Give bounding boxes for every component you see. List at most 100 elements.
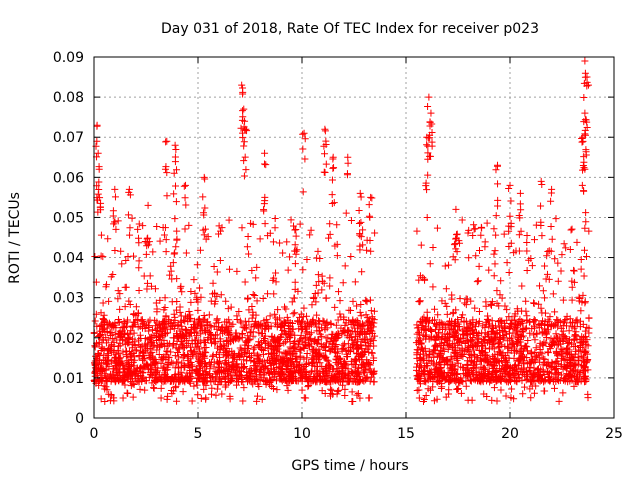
data-point xyxy=(99,316,107,324)
data-point xyxy=(156,322,164,330)
data-point xyxy=(328,340,336,348)
data-point xyxy=(510,371,518,379)
data-point xyxy=(245,306,253,314)
data-point xyxy=(239,107,247,115)
data-point xyxy=(271,215,279,223)
data-point xyxy=(366,377,374,385)
data-point xyxy=(540,329,548,337)
data-point xyxy=(195,357,203,365)
data-point xyxy=(570,267,578,275)
data-point xyxy=(468,358,476,366)
data-point xyxy=(570,372,578,380)
data-point xyxy=(497,349,505,357)
data-point xyxy=(239,364,247,372)
data-point xyxy=(125,336,133,344)
data-point xyxy=(573,319,581,327)
data-point xyxy=(282,331,290,339)
data-point xyxy=(141,340,149,348)
data-point xyxy=(111,247,119,255)
data-point xyxy=(255,382,263,390)
data-point xyxy=(260,358,268,366)
data-point xyxy=(530,236,538,244)
data-point xyxy=(417,377,425,385)
data-point xyxy=(464,396,472,404)
data-point xyxy=(207,323,215,331)
data-point xyxy=(155,321,163,329)
data-point xyxy=(551,308,559,316)
data-point xyxy=(283,365,291,373)
data-point xyxy=(283,238,291,246)
data-point xyxy=(194,391,202,399)
data-point xyxy=(195,345,203,353)
data-point xyxy=(146,354,154,362)
data-point xyxy=(329,155,337,163)
data-point xyxy=(562,316,570,324)
data-point xyxy=(319,317,327,325)
data-point xyxy=(243,344,251,352)
data-point xyxy=(307,340,315,348)
data-point xyxy=(427,327,435,335)
data-point xyxy=(162,329,170,337)
data-point xyxy=(309,348,317,356)
data-point xyxy=(284,386,292,394)
data-point xyxy=(322,347,330,355)
data-point xyxy=(516,349,524,357)
data-point xyxy=(447,353,455,361)
data-point xyxy=(278,356,286,364)
data-point xyxy=(101,316,109,324)
data-point xyxy=(450,348,458,356)
data-point xyxy=(452,205,460,213)
data-point xyxy=(511,377,519,385)
data-point xyxy=(417,241,425,249)
data-point xyxy=(249,345,257,353)
data-point xyxy=(514,367,522,375)
data-point xyxy=(552,330,560,338)
data-point xyxy=(494,202,502,210)
data-point xyxy=(143,279,151,287)
data-point xyxy=(334,329,342,337)
data-point xyxy=(464,338,472,346)
data-point xyxy=(279,327,287,335)
y-axis-label: ROTI / TECUs xyxy=(7,192,23,284)
data-point xyxy=(545,373,553,381)
data-point xyxy=(470,375,478,383)
data-point xyxy=(469,231,477,239)
data-point xyxy=(169,359,177,367)
data-point xyxy=(452,245,460,253)
data-point xyxy=(541,294,549,302)
data-point xyxy=(480,371,488,379)
y-tick-label: 0.04 xyxy=(53,251,84,267)
data-point xyxy=(316,255,324,262)
data-point xyxy=(301,155,309,163)
data-point xyxy=(367,321,375,329)
data-point xyxy=(505,269,513,277)
data-point xyxy=(307,329,315,337)
data-point xyxy=(132,303,140,311)
data-point xyxy=(163,366,171,374)
data-point xyxy=(286,343,294,351)
data-point xyxy=(240,172,248,180)
data-point xyxy=(323,356,331,364)
data-point xyxy=(462,301,470,309)
data-point xyxy=(365,201,373,209)
data-point xyxy=(135,341,143,349)
data-point xyxy=(282,338,290,346)
data-point xyxy=(152,376,160,384)
data-point xyxy=(441,262,449,270)
data-point xyxy=(520,359,528,367)
data-point xyxy=(103,281,111,289)
data-point xyxy=(370,307,378,315)
data-point xyxy=(242,166,250,174)
data-point xyxy=(272,269,280,277)
data-point xyxy=(168,374,176,382)
data-point xyxy=(122,283,130,291)
data-point xyxy=(166,271,174,279)
data-point xyxy=(494,180,502,188)
data-point xyxy=(511,319,519,327)
data-point xyxy=(200,353,208,361)
data-point xyxy=(97,321,105,329)
data-point xyxy=(581,109,589,117)
data-point xyxy=(284,317,292,325)
data-point xyxy=(497,386,505,394)
data-point xyxy=(365,358,373,366)
